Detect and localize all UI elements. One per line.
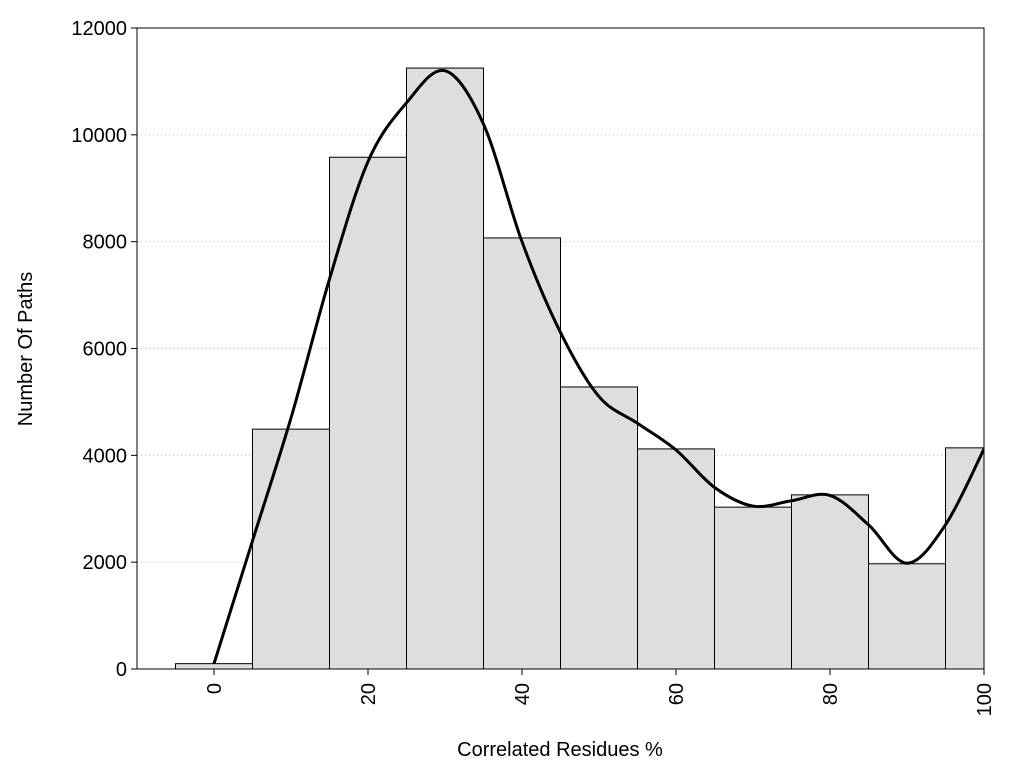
density-curve — [212, 68, 984, 665]
y-tick-label: 2000 — [83, 552, 128, 574]
x-tick-label: 60 — [666, 683, 688, 705]
x-tick-label: 20 — [358, 683, 380, 705]
y-tick-label: 4000 — [83, 445, 128, 467]
y-tick-label: 6000 — [83, 339, 128, 361]
y-tick-label: 8000 — [83, 232, 128, 254]
histogram-bar — [175, 663, 253, 669]
histogram-bar — [406, 67, 484, 669]
lines — [212, 68, 984, 665]
histogram-bar — [637, 448, 715, 669]
x-tick-label: 0 — [204, 683, 226, 694]
x-tick-label: 80 — [820, 683, 842, 705]
x-tick-label: 40 — [512, 683, 534, 705]
y-tick-label: 12000 — [71, 18, 127, 40]
x-axis-label: Correlated Residues % — [457, 739, 663, 761]
histogram-bar — [560, 386, 638, 669]
histogram-bar — [791, 494, 869, 669]
y-tick-label: 10000 — [71, 125, 127, 147]
histogram-bar — [945, 447, 984, 669]
bars — [175, 67, 984, 669]
x-tick-label: 100 — [974, 683, 996, 716]
y-tick-label: 0 — [116, 659, 127, 681]
histogram-bar — [329, 156, 407, 669]
y-axis-label: Number Of Paths — [15, 272, 37, 427]
axes: 0 2000 4000 6000 8000 10000 12000 0 20 40 60 80 100 — [71, 18, 996, 716]
histogram-bar — [714, 506, 792, 669]
histogram-bar — [868, 563, 946, 669]
histogram-bar — [252, 428, 330, 669]
histogram-bar — [483, 237, 561, 669]
